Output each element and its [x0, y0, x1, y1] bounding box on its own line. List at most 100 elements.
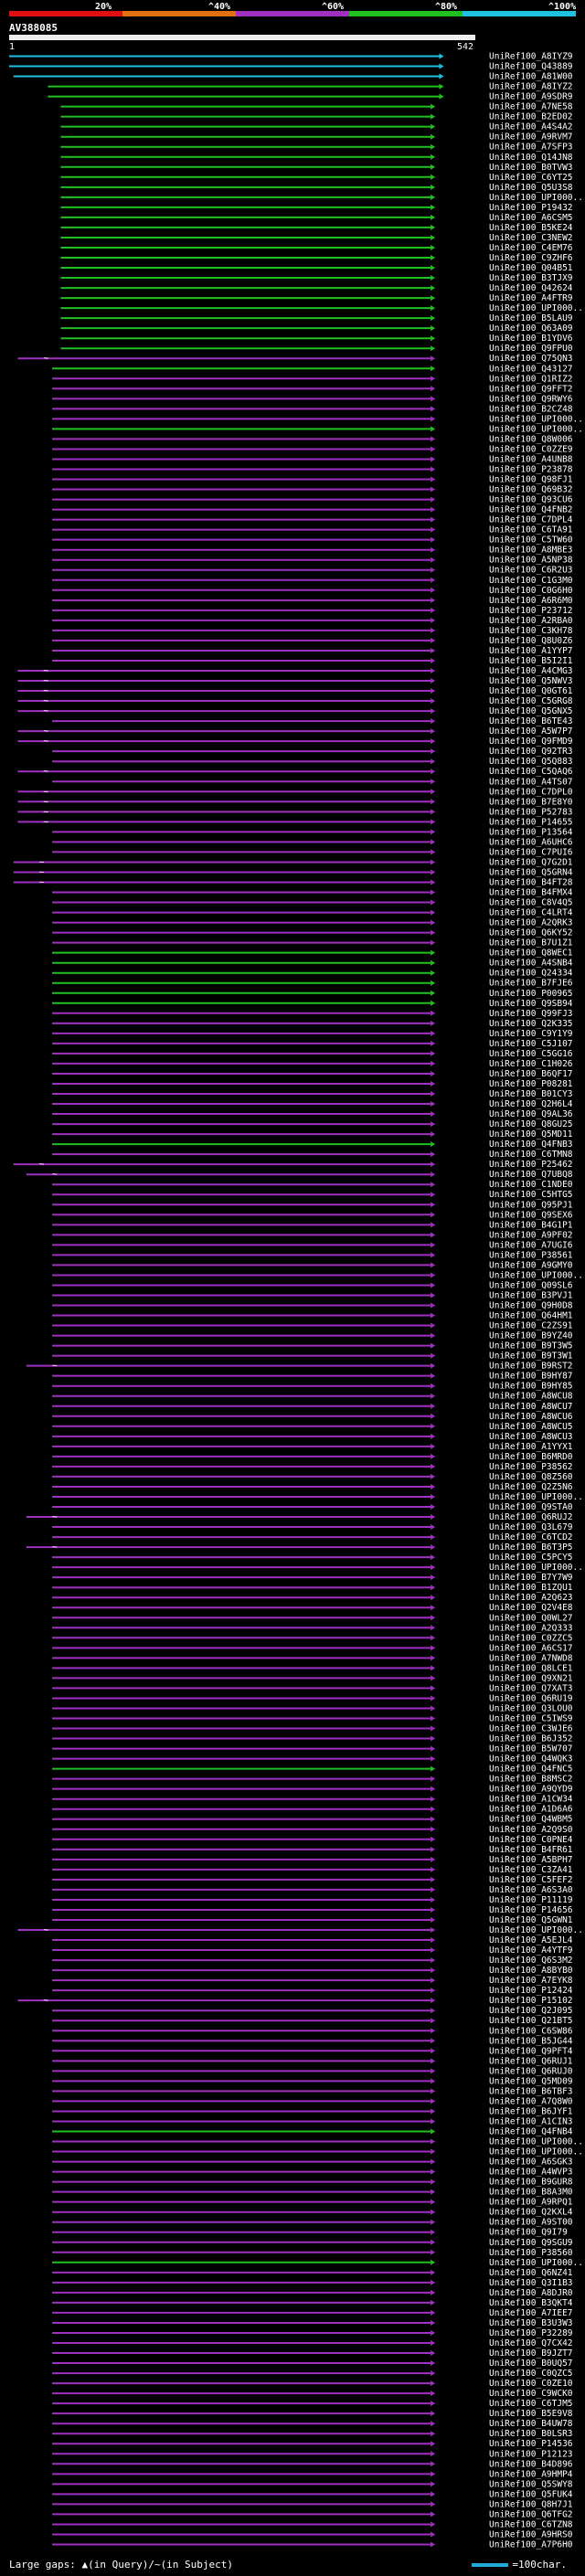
hit-id-label[interactable]: UniRef100_Q8U0Z6 [489, 636, 573, 646]
hit-row[interactable]: UniRef100_P12424 [52, 1986, 573, 1996]
hit-id-label[interactable]: UniRef100_B7FJE6 [489, 979, 573, 989]
hit-id-label[interactable]: UniRef100_Q7CX42 [489, 2338, 573, 2348]
hit-row[interactable]: UniRef100_A8WCU7 [52, 1402, 573, 1412]
hit-row[interactable]: UniRef100_UPI000... [52, 424, 585, 434]
hit-id-label[interactable]: UniRef100_B5W707 [489, 1744, 573, 1754]
hit-id-label[interactable]: UniRef100_Q5SWY8 [489, 2479, 573, 2489]
hit-row[interactable]: UniRef100_A6R6M0 [52, 596, 573, 606]
hit-row[interactable]: UniRef100_Q43889 [9, 62, 573, 72]
hit-id-label[interactable]: UniRef100_Q5GRN4 [489, 867, 573, 877]
hit-row[interactable]: UniRef100_Q7XAT3 [52, 1683, 573, 1693]
hit-row[interactable]: UniRef100_B7Y7W9 [52, 1573, 573, 1583]
hit-id-label[interactable]: UniRef100_UPI000... [489, 193, 585, 203]
hit-row[interactable]: UniRef100_C5IWS9 [52, 1714, 573, 1724]
hit-id-label[interactable]: UniRef100_C9Y1Y9 [489, 1029, 573, 1039]
hit-id-label[interactable]: UniRef100_B6T3P5 [489, 1542, 573, 1553]
hit-id-label[interactable]: UniRef100_B9HY85 [489, 1382, 573, 1392]
hit-row[interactable]: UniRef100_Q1RIZ2 [52, 374, 573, 384]
hit-row[interactable]: UniRef100_C4LRT4 [52, 908, 573, 918]
hit-row[interactable]: UniRef100_C3ZA41 [52, 1865, 573, 1875]
hit-id-label[interactable]: UniRef100_Q69B32 [489, 485, 573, 495]
hit-row[interactable]: UniRef100_P19432 [60, 203, 573, 213]
hit-id-label[interactable]: UniRef100_B9YZ40 [489, 1331, 573, 1341]
hit-row[interactable]: UniRef100_Q6RUJ0 [52, 2066, 573, 2076]
hit-row[interactable]: UniRef100_B0LSR3 [52, 2429, 573, 2439]
hit-id-label[interactable]: UniRef100_Q9SEX6 [489, 1210, 573, 1220]
hit-row[interactable]: UniRef100_Q4WQK3 [52, 1754, 573, 1765]
hit-id-label[interactable]: UniRef100_B3U3W3 [489, 2318, 573, 2328]
hit-id-label[interactable]: UniRef100_A7SFP3 [489, 143, 573, 153]
hit-row[interactable]: UniRef100_UPI000... [52, 2258, 585, 2268]
hit-row[interactable]: UniRef100_A6CSM5 [60, 213, 573, 223]
hit-id-label[interactable]: UniRef100_P25462 [489, 1160, 573, 1170]
hit-id-label[interactable]: UniRef100_Q92TR3 [489, 747, 573, 757]
hit-row[interactable]: UniRef100_Q3LOU0 [52, 1703, 573, 1713]
hit-row[interactable]: ~ UniRef100_P14655 [17, 817, 573, 827]
hit-row[interactable]: UniRef100_A6UHC6 [52, 837, 573, 847]
hit-row[interactable]: UniRef100_B7U1Z1 [52, 938, 573, 949]
hit-row[interactable]: UniRef100_A8IYZ2 [48, 82, 573, 92]
hit-row[interactable]: UniRef100_Q8GU25 [52, 1119, 573, 1129]
hit-row[interactable]: UniRef100_P23878 [52, 465, 573, 475]
hit-row[interactable]: UniRef100_Q8LCE1 [52, 1663, 573, 1673]
hit-row[interactable]: UniRef100_A8DJR0 [52, 2288, 573, 2298]
hit-id-label[interactable]: UniRef100_A9ST00 [489, 2218, 573, 2228]
hit-row[interactable]: UniRef100_P12123 [52, 2449, 573, 2459]
hit-row[interactable]: UniRef100_B3PVJ1 [52, 1290, 573, 1300]
hit-row[interactable]: UniRef100_C2ZS91 [52, 1321, 573, 1331]
hit-row[interactable]: UniRef100_C5FEF2 [52, 1875, 573, 1885]
hit-row[interactable]: UniRef100_Q5FUK4 [52, 2489, 573, 2499]
hit-row[interactable]: UniRef100_C6TMN8 [52, 1150, 573, 1160]
hit-id-label[interactable]: UniRef100_Q4FNB2 [489, 505, 573, 515]
hit-row[interactable]: UniRef100_UPI000... [52, 1270, 585, 1280]
hit-id-label[interactable]: UniRef100_B3TJX9 [489, 273, 573, 283]
hit-row[interactable]: UniRef100_B5W707 [52, 1744, 573, 1754]
hit-row[interactable]: UniRef100_Q4FNC5 [52, 1765, 573, 1775]
hit-id-label[interactable]: UniRef100_C1G3M0 [489, 576, 573, 586]
hit-id-label[interactable]: UniRef100_A9SDR9 [489, 92, 573, 102]
hit-row[interactable]: UniRef100_P08281 [52, 1079, 573, 1089]
hit-row[interactable]: UniRef100_A7Q8W0 [52, 2096, 573, 2106]
hit-id-label[interactable]: UniRef100_Q7G2D1 [489, 857, 573, 867]
hit-id-label[interactable]: UniRef100_B1YDV6 [489, 334, 573, 344]
hit-id-label[interactable]: UniRef100_C7PUI6 [489, 847, 573, 857]
hit-id-label[interactable]: UniRef100_C0ZZC5 [489, 1633, 573, 1643]
hit-id-label[interactable]: UniRef100_Q8H7J1 [489, 2499, 573, 2509]
hit-id-label[interactable]: UniRef100_UPI000... [489, 414, 585, 424]
hit-id-label[interactable]: UniRef100_Q6NZ41 [489, 2268, 573, 2278]
hit-row[interactable]: UniRef100_B5I2I1 [52, 656, 573, 666]
hit-row[interactable]: UniRef100_A2Q9S0 [52, 1825, 573, 1835]
hit-row[interactable]: UniRef100_P38561 [52, 1250, 573, 1260]
hit-id-label[interactable]: UniRef100_Q9SB94 [489, 999, 573, 1009]
hit-row[interactable]: UniRef100_A1YYX1 [52, 1442, 573, 1452]
hit-row[interactable]: UniRef100_C6TZN8 [52, 2519, 573, 2529]
hit-row[interactable]: UniRef100_B0UQ57 [52, 2359, 573, 2369]
hit-row[interactable]: UniRef100_A7P6H0 [52, 2539, 573, 2549]
hit-row[interactable]: UniRef100_C9ZHF6 [60, 253, 573, 263]
hit-row[interactable]: ~ UniRef100_C5QAQ6 [17, 767, 573, 777]
hit-id-label[interactable]: UniRef100_A4S4A2 [489, 122, 573, 133]
hit-row[interactable]: UniRef100_B9T3W1 [52, 1352, 573, 1362]
hit-row[interactable]: UniRef100_A5EJL4 [52, 1935, 573, 1945]
hit-id-label[interactable]: UniRef100_P15102 [489, 1996, 573, 2006]
hit-row[interactable]: UniRef100_Q99FJ3 [52, 1009, 573, 1019]
hit-id-label[interactable]: UniRef100_UPI000... [489, 1492, 585, 1502]
hit-id-label[interactable]: UniRef100_C5PCY5 [489, 1553, 573, 1563]
hit-id-label[interactable]: UniRef100_P32289 [489, 2328, 573, 2338]
hit-id-label[interactable]: UniRef100_B2ED02 [489, 112, 573, 122]
hit-row[interactable]: ~ UniRef100_B4FT28 [13, 877, 573, 887]
hit-id-label[interactable]: UniRef100_A5BPH7 [489, 1855, 573, 1865]
hit-row[interactable]: UniRef100_C6TCD2 [52, 1532, 573, 1542]
hit-id-label[interactable]: UniRef100_B5LAU9 [489, 313, 573, 323]
hit-id-label[interactable]: UniRef100_Q3I1B3 [489, 2278, 573, 2288]
hit-id-label[interactable]: UniRef100_A4CMG3 [489, 666, 573, 676]
hit-id-label[interactable]: UniRef100_P14536 [489, 2439, 573, 2449]
hit-row[interactable]: UniRef100_C4EM76 [60, 243, 573, 253]
hit-id-label[interactable]: UniRef100_P14655 [489, 817, 573, 827]
hit-id-label[interactable]: UniRef100_Q9I79 [489, 2228, 568, 2238]
hit-id-label[interactable]: UniRef100_Q2Z5N6 [489, 1482, 573, 1492]
hit-row[interactable]: UniRef100_Q3I1B3 [52, 2278, 573, 2288]
hit-id-label[interactable]: UniRef100_A8WCU3 [489, 1432, 573, 1442]
hit-row[interactable]: UniRef100_Q9STA0 [52, 1502, 573, 1512]
hit-row[interactable]: UniRef100_B1ZQU1 [52, 1583, 573, 1593]
